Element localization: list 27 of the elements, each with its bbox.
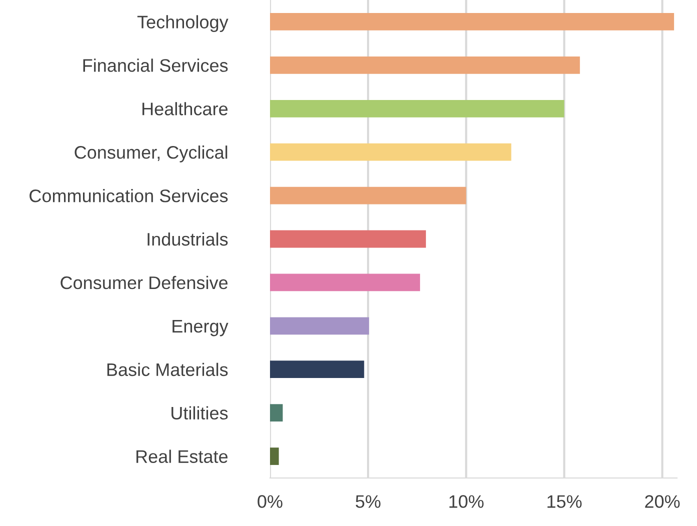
x-tick-label: 10% bbox=[449, 495, 484, 508]
x-tick-label: 20% bbox=[645, 495, 680, 508]
y-tick-label: Healthcare bbox=[142, 102, 228, 116]
y-tick-label: Real Estate bbox=[136, 450, 228, 463]
y-tick-label: Energy bbox=[172, 320, 228, 336]
bar bbox=[270, 13, 674, 30]
x-tick-label: 5% bbox=[356, 495, 380, 508]
x-tick-label: 0% bbox=[258, 495, 282, 508]
bar bbox=[270, 186, 466, 204]
bar bbox=[270, 143, 512, 161]
y-tick-label: Industrials bbox=[148, 232, 228, 246]
bar bbox=[270, 100, 564, 118]
bar bbox=[270, 448, 279, 465]
bar bbox=[270, 230, 426, 248]
bar bbox=[270, 404, 283, 422]
bar bbox=[270, 274, 420, 292]
bar bbox=[270, 360, 364, 378]
y-tick-label: Basic Materials bbox=[107, 362, 228, 376]
y-tick-label: Consumer Defensive bbox=[60, 276, 228, 290]
bar bbox=[270, 56, 580, 74]
x-tick-label: 15% bbox=[548, 495, 582, 508]
y-tick-label: Consumer, Cyclical bbox=[74, 146, 228, 162]
bar bbox=[270, 317, 370, 335]
y-tick-label: Financial Services bbox=[83, 58, 228, 72]
y-tick-label: Communication Services bbox=[30, 189, 228, 202]
y-tick-label: Technology bbox=[137, 15, 228, 32]
y-tick-label: Utilities bbox=[172, 406, 228, 420]
